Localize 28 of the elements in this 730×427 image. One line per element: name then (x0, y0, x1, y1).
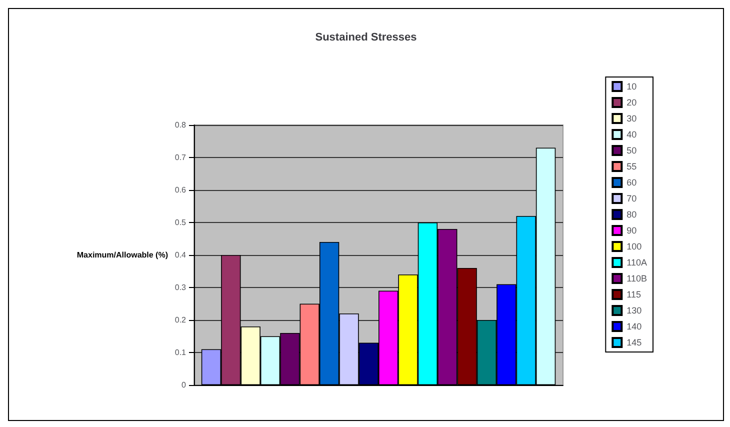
legend-label: 145 (626, 338, 642, 348)
y-tick-label: 0.8 (174, 120, 187, 130)
y-tick-label: 0.6 (174, 186, 187, 194)
legend-label: 20 (626, 98, 637, 108)
y-axis-title: Maximum/Allowable (%) (76, 250, 168, 260)
legend-label: 80 (626, 210, 637, 220)
y-tick-label: 0 (182, 380, 187, 390)
legend-label: 140 (626, 322, 642, 332)
legend-label: 55 (626, 162, 637, 172)
legend-label: 100 (626, 242, 642, 252)
chart-title: Sustained Stresses (315, 32, 417, 44)
legend-label: 50 (626, 146, 637, 156)
y-tick-label: 0.2 (174, 316, 187, 324)
legend-label: 110B (626, 274, 648, 284)
y-tick-label: 0.3 (174, 283, 187, 292)
y-tick-label: 0.7 (174, 153, 187, 162)
legend-label: 70 (626, 194, 637, 204)
legend-label: 30 (626, 114, 637, 124)
legend-label: 90 (626, 226, 637, 236)
y-tick-label: 0.4 (174, 250, 187, 260)
legend-label: 110A (626, 258, 648, 268)
legend-label: 130 (626, 306, 642, 316)
legend-label: 40 (626, 130, 637, 140)
y-tick-label: 0.1 (174, 348, 187, 357)
y-tick-label: 0.5 (174, 218, 187, 227)
legend-label: 10 (626, 82, 637, 92)
legend-label: 115 (626, 290, 642, 300)
legend-label: 60 (626, 178, 637, 188)
